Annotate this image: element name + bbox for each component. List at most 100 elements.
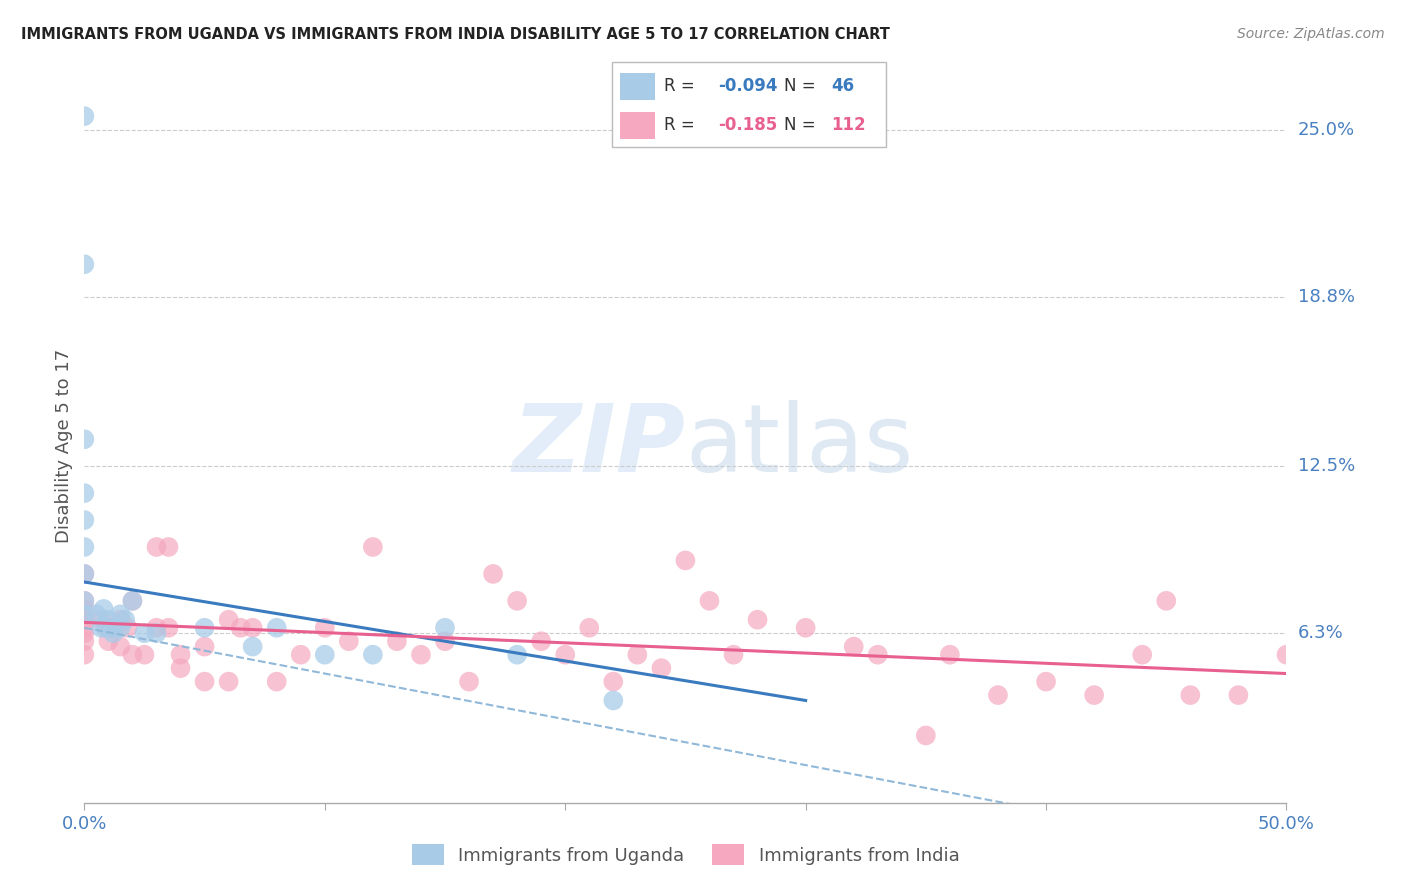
Bar [620,112,655,139]
Point [73,594,96,608]
Point [434,634,457,648]
Text: -0.185: -0.185 [718,116,778,134]
Point [1083,688,1105,702]
Point [842,640,865,654]
Point [73,594,96,608]
Point [145,626,167,640]
Point [675,553,697,567]
Point [602,693,624,707]
Point [73,634,96,648]
Text: -0.094: -0.094 [718,78,778,95]
Point [73,621,96,635]
Text: IMMIGRANTS FROM UGANDA VS IMMIGRANTS FROM INDIA DISABILITY AGE 5 TO 17 CORRELATI: IMMIGRANTS FROM UGANDA VS IMMIGRANTS FRO… [21,27,890,42]
Text: N =: N = [785,116,815,134]
Point [361,540,384,554]
Point [602,674,624,689]
Point [73,513,96,527]
Point [94,621,117,635]
Point [169,661,191,675]
Point [73,566,96,581]
Point [97,621,120,635]
Point [73,540,96,554]
Point [1130,648,1153,662]
Point [73,648,96,662]
Point [1275,648,1298,662]
Point [578,621,600,635]
Point [103,626,125,640]
Point [134,648,156,662]
Point [434,621,457,635]
Point [97,634,120,648]
Text: N =: N = [785,78,815,95]
Point [73,613,96,627]
Point [242,621,264,635]
Point [385,634,408,648]
Point [73,566,96,581]
Point [337,634,360,648]
Point [86,607,108,622]
Point [1227,688,1250,702]
Point [121,594,143,608]
Point [121,648,143,662]
Text: 25.0%: 25.0% [1298,120,1355,138]
Point [987,688,1010,702]
Text: 6.3%: 6.3% [1298,624,1343,642]
Text: Source: ZipAtlas.com: Source: ZipAtlas.com [1237,27,1385,41]
Bar [620,72,655,100]
Point [194,674,217,689]
Point [218,674,240,689]
Point [506,594,529,608]
Point [73,602,96,616]
Text: 112: 112 [831,116,866,134]
Point [242,640,264,654]
Text: atlas: atlas [686,400,914,492]
Point [506,648,529,662]
Point [90,613,112,627]
Point [134,626,156,640]
Point [1035,674,1057,689]
Point [554,648,576,662]
Point [157,621,180,635]
Point [939,648,962,662]
Point [266,621,288,635]
Point [482,566,505,581]
Legend: Immigrants from Uganda, Immigrants from India: Immigrants from Uganda, Immigrants from … [412,845,959,865]
Y-axis label: Disability Age 5 to 17: Disability Age 5 to 17 [55,349,73,543]
Point [169,648,191,662]
Point [103,621,125,635]
Point [723,648,745,662]
Point [626,648,648,662]
Point [290,648,312,662]
Point [1156,594,1178,608]
Text: 18.8%: 18.8% [1298,287,1354,306]
Point [866,648,889,662]
Point [530,634,553,648]
Point [121,594,143,608]
Point [218,613,240,627]
Point [314,648,336,662]
Point [73,626,96,640]
Point [314,621,336,635]
Point [229,621,252,635]
Text: R =: R = [664,116,695,134]
Point [157,540,180,554]
Point [114,613,136,627]
Text: R =: R = [664,78,695,95]
Point [93,602,115,616]
Point [145,621,167,635]
Point [747,613,769,627]
Point [97,613,120,627]
Point [110,640,132,654]
Point [145,540,167,554]
Point [194,621,217,635]
Point [90,621,112,635]
Point [73,432,96,446]
Point [1180,688,1202,702]
Point [73,607,96,622]
Point [73,486,96,500]
Point [409,648,432,662]
Point [650,661,672,675]
Text: 46: 46 [831,78,853,95]
Point [194,640,217,654]
FancyBboxPatch shape [612,62,886,147]
